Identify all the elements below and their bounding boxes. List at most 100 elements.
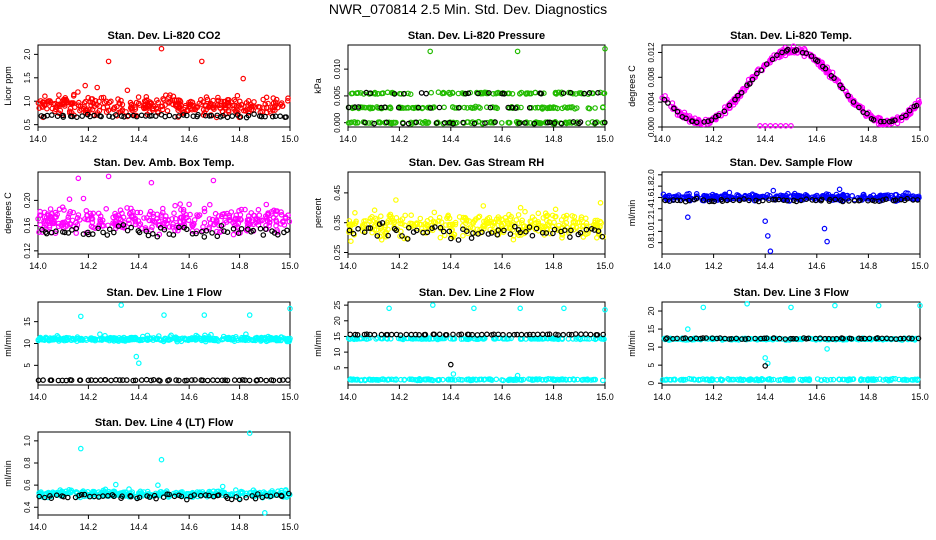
data-point [599,233,606,240]
data-point [790,335,796,342]
data-point [361,229,368,236]
data-point [243,108,249,114]
data-point [840,193,846,199]
data-point [577,90,584,96]
data-point [118,490,125,496]
data-point [794,192,800,199]
data-point [846,198,852,204]
data-point [674,197,681,204]
data-point [827,196,833,203]
data-point [48,99,54,106]
data-point [105,173,112,180]
data-point [677,377,684,383]
data-point [403,331,410,338]
data-point [745,335,752,342]
data-point [733,335,740,342]
data-point [176,224,182,231]
data-point [517,305,524,312]
data-point [251,111,257,117]
data-point [143,104,150,111]
data-point [192,106,199,113]
data-point [402,222,408,229]
data-point [226,214,233,221]
data-point [682,335,689,341]
data-point [592,217,599,224]
data-point [796,46,803,52]
data-point [383,119,390,126]
x-tick-label: 14.4 [130,522,148,532]
y-tick-label: 1.6 [647,191,656,203]
data-point [763,335,770,342]
data-point [693,195,700,202]
data-point [494,105,501,112]
data-point [892,117,898,124]
data-point [284,336,290,343]
x-tick-label: 15.0 [911,134,929,144]
data-point [136,222,143,229]
data-point [96,336,103,343]
data-point [116,109,122,116]
data-point [181,109,188,115]
data-point [55,223,62,230]
data-point [263,201,270,208]
data-point [599,120,606,126]
data-point [354,120,361,126]
series-reference [662,195,921,205]
data-point [407,91,414,98]
x-tick-label: 14.4 [756,392,774,402]
data-point [80,231,87,237]
data-point [892,197,899,203]
data-point [836,186,843,193]
data-point [386,212,393,219]
data-point [798,197,804,204]
data-point [526,105,533,111]
data-point [429,302,436,308]
data-point [572,106,578,112]
x-tick-label: 14.6 [180,134,198,144]
data-point [595,228,602,234]
data-point [172,202,178,209]
data-point [500,377,507,384]
data-point [578,214,585,220]
data-point [82,82,89,89]
data-point [286,218,293,225]
data-point [391,376,397,383]
data-point [832,302,838,309]
data-point [467,224,474,230]
data-point [40,377,46,383]
data-point [803,335,810,342]
data-point [772,196,779,203]
data-point [579,223,586,230]
data-point [464,105,471,111]
x-tick-label: 14.8 [545,134,563,144]
data-point [422,224,429,231]
y-tick-label: 0.010 [333,59,342,80]
data-point [788,304,794,311]
data-point [888,335,894,342]
data-point [156,218,162,225]
data-point [388,119,395,126]
panel-title: Stan. Dev. Line 2 Flow [419,287,535,299]
data-point [746,195,752,201]
data-point [195,213,202,220]
y-tick-label: 20 [333,316,342,325]
y-tick-label: 0.012 [647,42,656,63]
data-point [242,206,248,213]
data-point [397,220,404,227]
data-point [48,495,55,502]
data-point [97,218,104,225]
data-point [37,222,44,228]
data-point [74,335,80,342]
data-point [735,377,742,383]
data-point [812,197,819,204]
data-point [436,104,443,111]
data-point [914,376,921,383]
data-point [362,119,368,126]
data-point [784,197,791,204]
x-tick-label: 14.8 [231,261,249,271]
data-point [352,104,358,110]
data-point [224,114,231,121]
data-point [280,377,286,383]
data-point [161,312,167,318]
data-point [52,106,59,113]
